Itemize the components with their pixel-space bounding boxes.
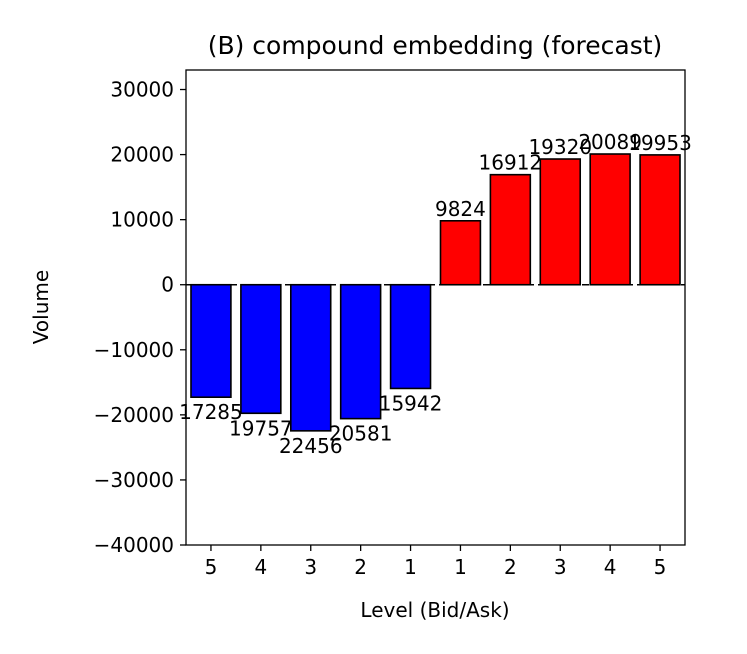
x-tick-label: 1 [404,555,417,579]
x-axis-label: Level (Bid/Ask) [360,598,509,622]
bar-value-label: 15942 [379,391,443,415]
bar [240,283,282,415]
x-tick-label: 5 [654,555,667,579]
plot-area: −40000 −30000 −20000 −10000 0 10000 20000 30000… [94,69,692,579]
bar [589,153,631,286]
bar-value-label: 20089 [578,130,642,154]
y-tick-label: 0 [161,273,174,297]
plot-frame [185,69,686,546]
x-tick-label: 5 [205,555,218,579]
x-tick-label: 3 [304,555,317,579]
bar [339,283,382,420]
bar-value-label: 19320 [528,135,592,159]
bar [190,283,232,398]
bar [289,283,332,432]
bar-value-label: 9824 [435,197,486,221]
x-tick-label: 4 [604,555,617,579]
y-tick-label: 10000 [110,208,174,232]
bar [389,283,432,390]
y-axis-label: Volume [29,270,53,344]
bar-value-label: 16912 [479,151,543,175]
bar-value-label: 22456 [279,434,343,458]
x-tick-label: 2 [354,555,367,579]
bar [439,220,482,286]
bar-value-label: 17285 [179,400,243,424]
y-tick-label: −10000 [94,338,174,362]
x-tick-label: 2 [504,555,517,579]
y-tick-label: 30000 [110,78,174,102]
y-tick-label: −30000 [94,468,174,492]
chart-title: (B) compound embedding (forecast) [208,31,663,60]
y-tick-label: −40000 [94,533,174,557]
bar [639,154,681,286]
bar-value-label: 19757 [229,416,293,440]
bar-value-label: 19953 [628,131,692,155]
x-tick-label: 1 [454,555,467,579]
bar [539,158,582,286]
x-tick-label: 4 [254,555,267,579]
x-tick-label: 3 [554,555,567,579]
bar-value-label: 20581 [329,422,393,446]
y-tick-label: 20000 [110,143,174,167]
bar [489,173,532,286]
y-tick-label: −20000 [94,403,174,427]
